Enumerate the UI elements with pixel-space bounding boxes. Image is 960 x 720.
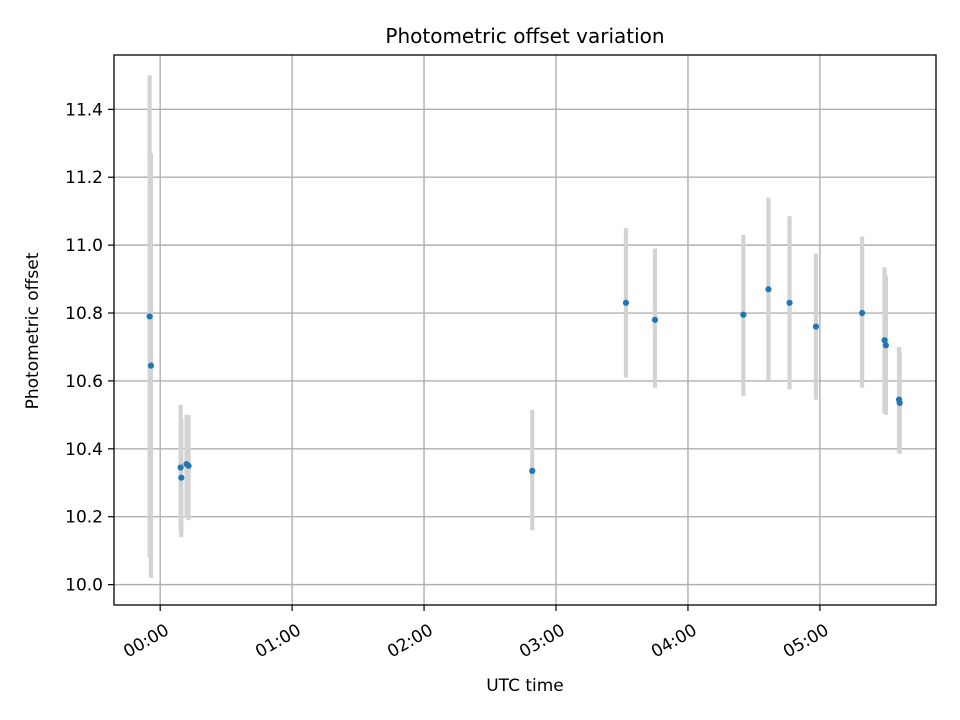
data-point <box>178 474 185 481</box>
error-bars <box>147 75 902 578</box>
data-points <box>146 286 903 481</box>
y-axis-ticks: 10.0 10.2 10.4 10.6 10.8 11.0 11.2 11.4 <box>65 100 114 596</box>
y-tick-label: 10.0 <box>65 576 103 596</box>
data-point <box>651 316 659 323</box>
data-point <box>622 299 630 306</box>
x-tick-label: 04:00 <box>648 620 700 662</box>
y-tick-label: 10.2 <box>65 508 103 528</box>
y-tick-label: 11.0 <box>65 236 103 256</box>
data-point <box>812 323 820 330</box>
data-point <box>896 399 903 407</box>
data-point <box>185 462 192 469</box>
y-tick-label: 11.2 <box>65 168 103 188</box>
y-axis-label: Photometric offset <box>23 252 43 409</box>
grid <box>114 55 936 605</box>
data-point <box>786 299 793 306</box>
x-tick-label: 05:00 <box>780 620 832 662</box>
y-tick-label: 10.6 <box>65 372 103 392</box>
y-tick-label: 11.4 <box>65 100 103 120</box>
x-tick-label: 02:00 <box>384 620 436 662</box>
data-point <box>859 309 866 317</box>
x-tick-label: 03:00 <box>516 620 568 662</box>
data-point <box>882 342 889 349</box>
x-tick-label: 01:00 <box>252 620 304 662</box>
data-point <box>146 313 153 320</box>
x-axis-label: UTC time <box>486 676 564 696</box>
y-tick-label: 10.4 <box>65 440 103 460</box>
data-point <box>881 337 888 344</box>
data-point <box>177 464 184 471</box>
y-tick-label: 10.8 <box>65 304 103 324</box>
plot-frame <box>113 54 937 606</box>
data-point <box>147 362 155 369</box>
data-point <box>740 311 747 318</box>
data-point <box>765 286 772 293</box>
chart-title: Photometric offset variation <box>385 24 664 48</box>
data-point <box>529 467 536 474</box>
x-axis-ticks: 00:00 01:00 02:00 03:00 04:00 05:00 <box>120 605 832 662</box>
x-tick-label: 00:00 <box>120 620 172 662</box>
